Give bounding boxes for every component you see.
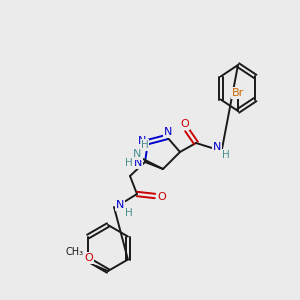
Text: CH₃: CH₃ <box>66 247 84 257</box>
Text: H: H <box>141 140 149 150</box>
Text: N: N <box>213 142 221 152</box>
Text: N: N <box>164 127 172 137</box>
Text: N: N <box>138 136 146 146</box>
Text: Br: Br <box>232 88 244 98</box>
Text: N: N <box>116 200 124 210</box>
Text: H: H <box>222 150 230 160</box>
Text: O: O <box>158 192 166 202</box>
Text: N: N <box>134 158 142 168</box>
Text: O: O <box>85 253 93 263</box>
Text: H: H <box>125 208 133 218</box>
Text: O: O <box>181 119 189 129</box>
Text: N: N <box>133 149 141 159</box>
Text: H: H <box>125 158 133 168</box>
